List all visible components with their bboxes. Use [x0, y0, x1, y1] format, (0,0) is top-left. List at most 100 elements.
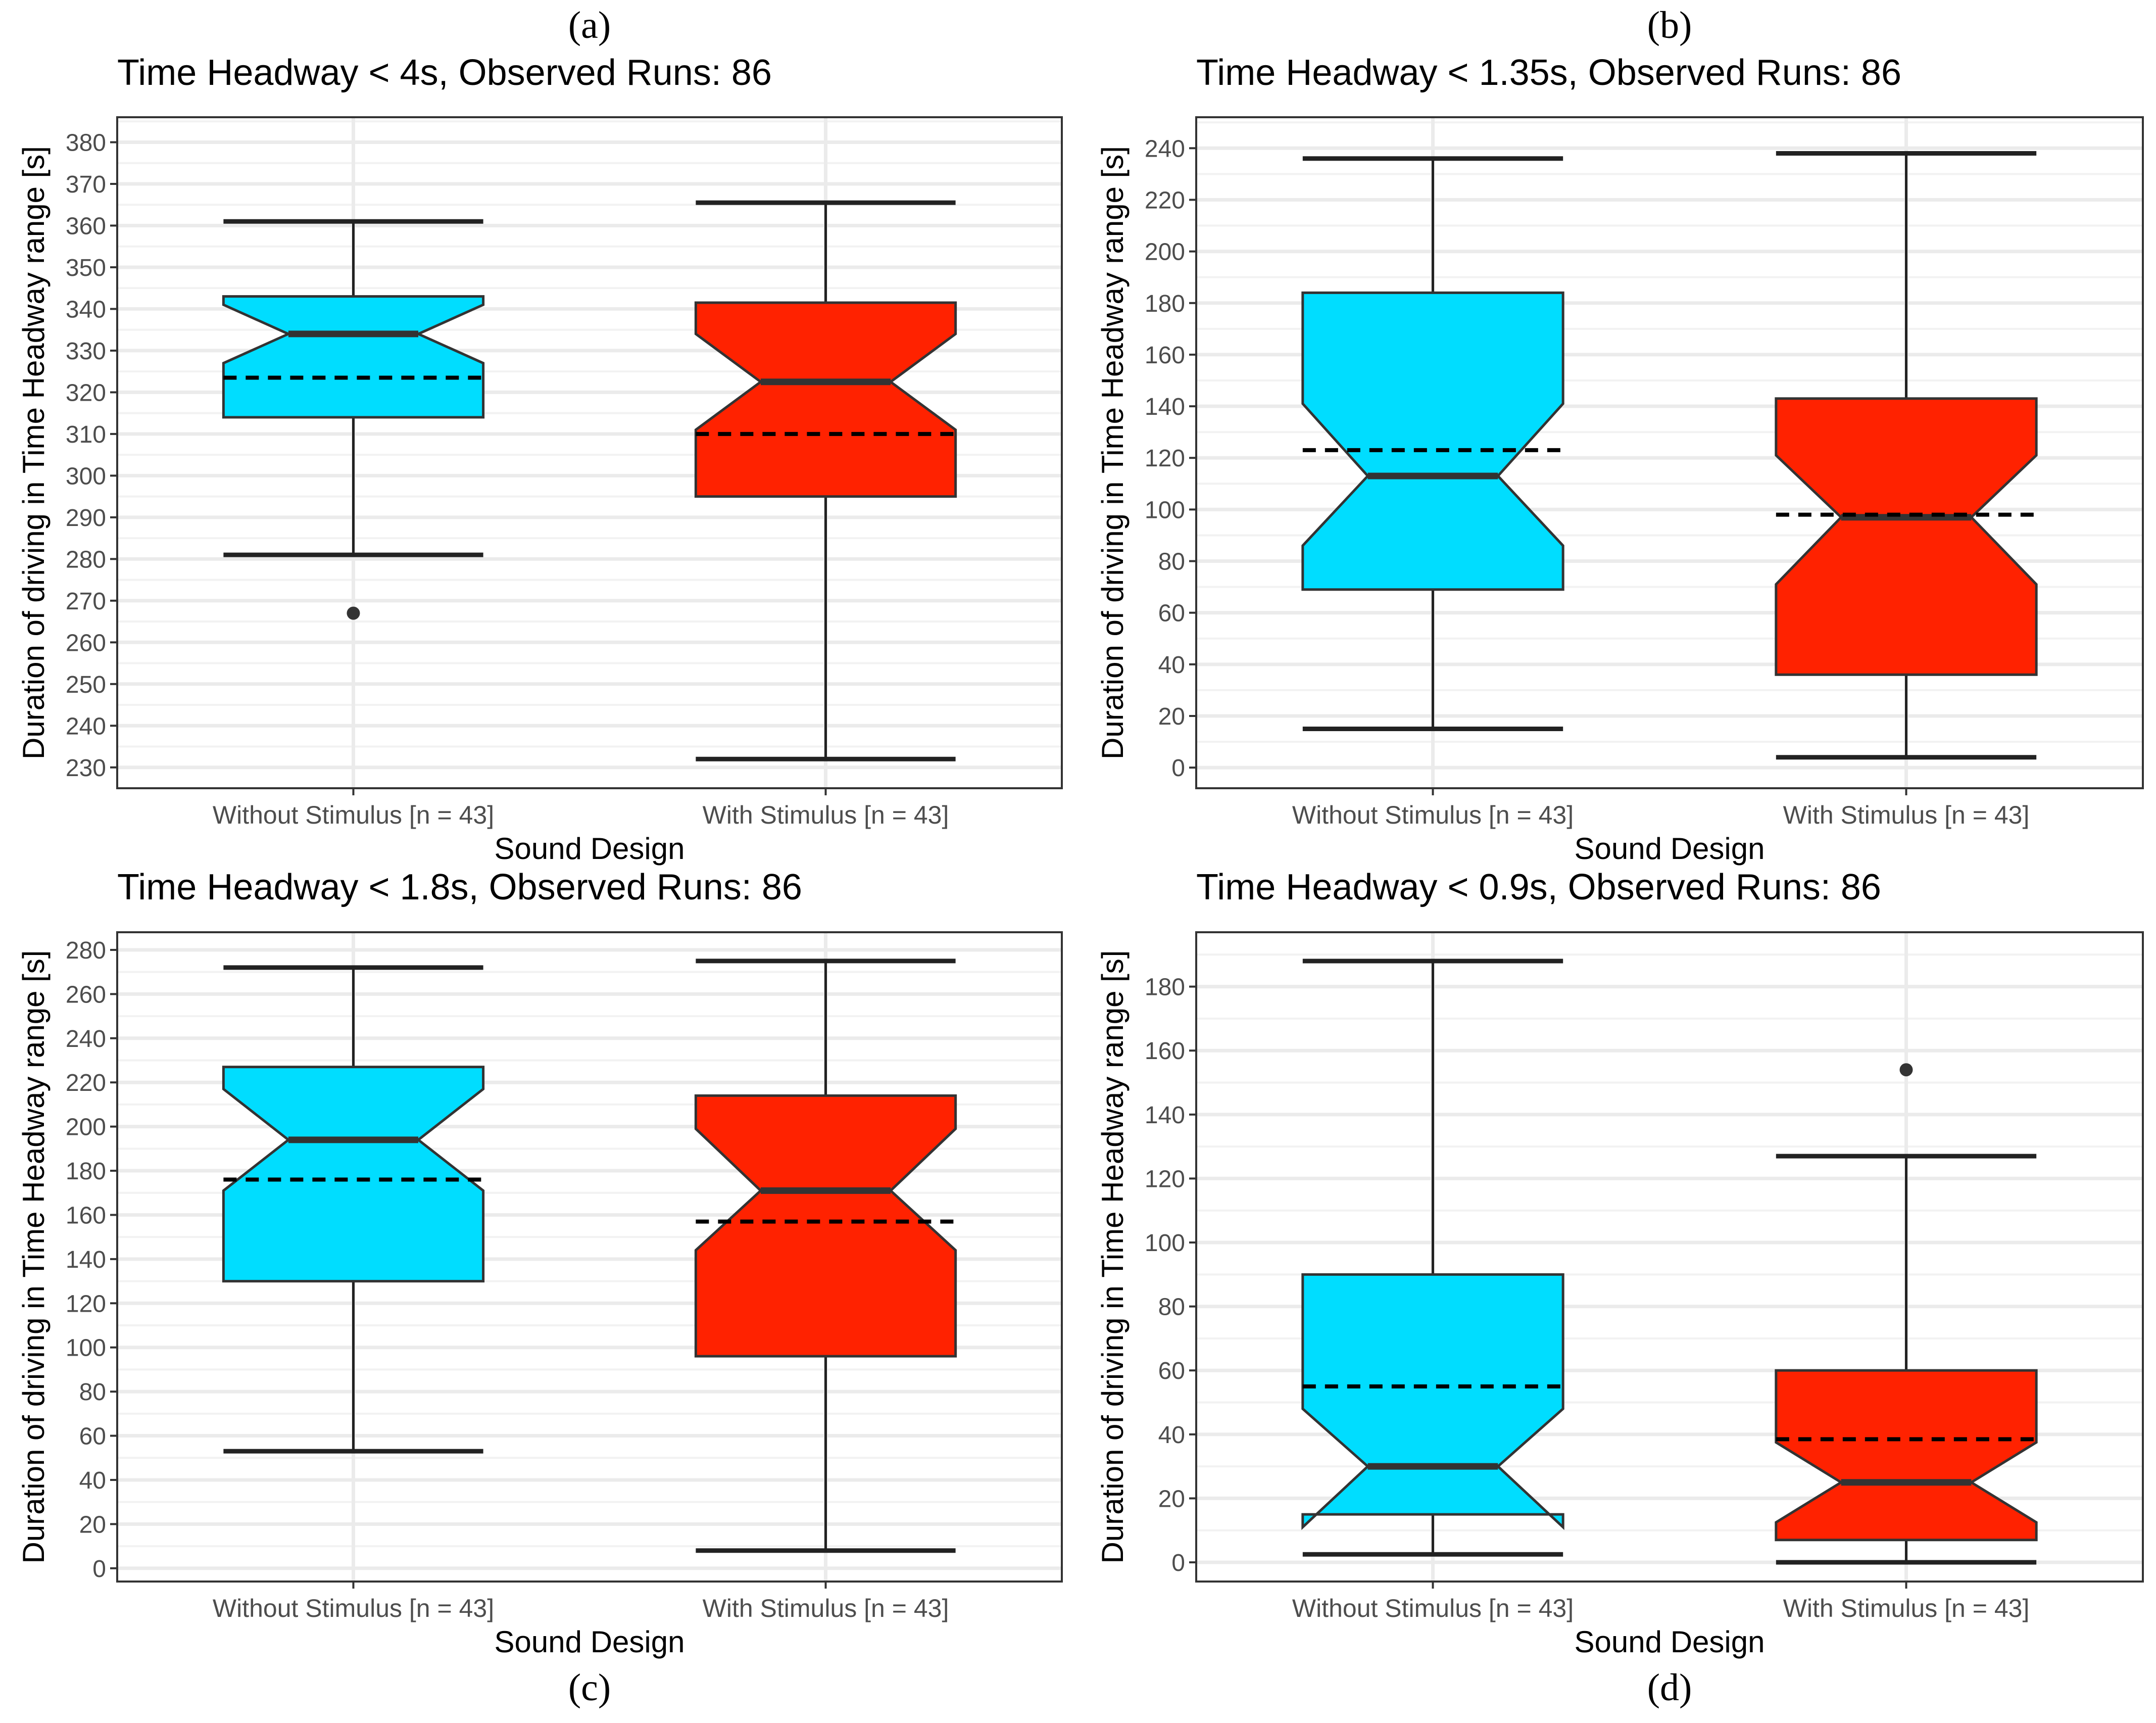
x-tick-label: Without Stimulus [n = 43]	[213, 1594, 494, 1622]
x-tick-label: With Stimulus [n = 43]	[1783, 801, 2030, 829]
y-tick-label: 120	[1145, 445, 1185, 472]
panel-label: (b)	[1647, 4, 1692, 46]
y-tick-label: 100	[1145, 1230, 1185, 1257]
y-axis-title: Duration of driving in Time Headway rang…	[1096, 146, 1130, 759]
chart-title: Time Headway < 1.8s, Observed Runs: 86	[117, 867, 802, 907]
y-tick-label: 160	[1145, 1038, 1185, 1065]
panel-border	[116, 116, 1063, 789]
notched-box	[694, 301, 957, 498]
x-axis-title: Sound Design	[495, 1625, 685, 1659]
x-tick-label: With Stimulus [n = 43]	[1783, 1594, 2030, 1622]
y-tick-label: 120	[1145, 1166, 1185, 1192]
panel-label: (a)	[568, 4, 611, 46]
notched-box	[1301, 291, 1564, 591]
panel-d: 0 20 40 60 80 100 120 140 160 180 Without Stimulus…	[1096, 867, 2144, 1709]
x-tick-label: Without Stimulus [n = 43]	[1292, 1594, 1574, 1622]
y-tick-label: 140	[1145, 394, 1185, 420]
y-tick-label: 20	[79, 1511, 106, 1538]
y-tick-label: 160	[66, 1202, 106, 1229]
panel-a: 230 240 250 260 270 280 290 300 310 320 330 340 350 3…	[17, 4, 1063, 866]
y-tick-label: 140	[66, 1247, 106, 1273]
notched-box	[694, 1094, 957, 1358]
y-tick-label: 180	[1145, 291, 1185, 317]
y-tick-label: 0	[1171, 1550, 1185, 1576]
chart-title: Time Headway < 4s, Observed Runs: 86	[117, 53, 772, 93]
y-tick-label: 120	[66, 1290, 106, 1317]
y-tick-label: 370	[66, 171, 106, 198]
box-with-stimulus	[1775, 151, 2038, 760]
y-tick-label: 270	[66, 588, 106, 615]
y-tick-label: 260	[66, 981, 106, 1008]
outlier-point	[347, 606, 360, 620]
x-tick-label: Without Stimulus [n = 43]	[1292, 801, 1574, 829]
y-tick-label: 200	[1145, 239, 1185, 266]
y-tick-label: 60	[1158, 1358, 1185, 1384]
y-tick-label: 80	[1158, 549, 1185, 576]
y-tick-label: 40	[1158, 1422, 1185, 1449]
y-tick-label: 240	[1145, 135, 1185, 162]
y-tick-label: 360	[66, 213, 106, 240]
y-tick-label: 60	[79, 1423, 106, 1450]
y-tick-label: 220	[1145, 187, 1185, 214]
chart-title: Time Headway < 1.35s, Observed Runs: 86	[1196, 53, 1901, 93]
y-tick-label: 20	[1158, 1486, 1185, 1512]
x-axis-title: Sound Design	[495, 832, 685, 866]
y-tick-label: 300	[66, 463, 106, 490]
box-with-stimulus	[694, 959, 957, 1553]
y-tick-label: 320	[66, 379, 106, 406]
panel-b: 0 20 40 60 80 100 120 140 160 180 200 220 240 Without…	[1096, 4, 2144, 866]
y-tick-label: 60	[1158, 600, 1185, 627]
y-axis-title: Duration of driving in Time Headway rang…	[17, 950, 51, 1564]
y-tick-label: 40	[79, 1467, 106, 1494]
y-tick-label: 290	[66, 505, 106, 532]
x-tick-label: With Stimulus [n = 43]	[703, 1594, 949, 1622]
plot-background	[1196, 932, 2143, 1582]
y-tick-label: 330	[66, 338, 106, 365]
box-with-stimulus	[1775, 1063, 2038, 1565]
y-tick-label: 20	[1158, 703, 1185, 730]
y-tick-label: 180	[66, 1158, 106, 1185]
y-axis-title: Duration of driving in Time Headway rang…	[1096, 950, 1130, 1564]
y-tick-label: 340	[66, 296, 106, 323]
y-tick-label: 350	[66, 255, 106, 281]
x-axis-title: Sound Design	[1575, 832, 1765, 866]
notched-box	[1775, 397, 2038, 676]
box-without-stimulus	[222, 965, 485, 1454]
y-tick-label: 240	[66, 1026, 106, 1052]
y-tick-label: 80	[1158, 1294, 1185, 1321]
y-tick-label: 100	[1145, 497, 1185, 523]
notched-box	[1301, 1273, 1564, 1530]
panel-c: 0 20 40 60 80 100 120 140 160 180 200 220 240 260 280 W…	[17, 867, 1063, 1709]
notched-box	[222, 1066, 485, 1283]
notched-box	[1775, 1369, 2038, 1542]
box-without-stimulus	[1301, 959, 1564, 1557]
y-tick-label: 250	[66, 672, 106, 698]
y-tick-label: 310	[66, 421, 106, 448]
panel-label: (d)	[1647, 1666, 1692, 1709]
box-without-stimulus	[1301, 156, 1564, 732]
y-axis-title: Duration of driving in Time Headway rang…	[17, 146, 51, 759]
panel-border	[1195, 931, 2144, 1583]
y-tick-label: 220	[66, 1070, 106, 1096]
notched-box	[222, 295, 485, 419]
y-tick-label: 0	[1171, 755, 1185, 782]
y-tick-label: 380	[66, 129, 106, 156]
y-tick-label: 230	[66, 755, 106, 782]
panel-border	[116, 931, 1063, 1583]
y-tick-label: 280	[66, 937, 106, 964]
y-tick-label: 260	[66, 630, 106, 656]
y-tick-label: 40	[1158, 652, 1185, 679]
y-tick-label: 100	[66, 1335, 106, 1362]
panel-label: (c)	[568, 1666, 611, 1709]
chart-title: Time Headway < 0.9s, Observed Runs: 86	[1196, 867, 1881, 907]
y-tick-label: 280	[66, 546, 106, 573]
panel-border	[1195, 116, 2144, 789]
x-axis-title: Sound Design	[1575, 1625, 1765, 1659]
x-tick-label: With Stimulus [n = 43]	[703, 801, 949, 829]
outlier-point	[1899, 1063, 1913, 1077]
y-tick-label: 240	[66, 713, 106, 740]
y-tick-label: 180	[1145, 974, 1185, 1001]
y-tick-label: 0	[92, 1556, 106, 1583]
y-tick-label: 200	[66, 1114, 106, 1141]
